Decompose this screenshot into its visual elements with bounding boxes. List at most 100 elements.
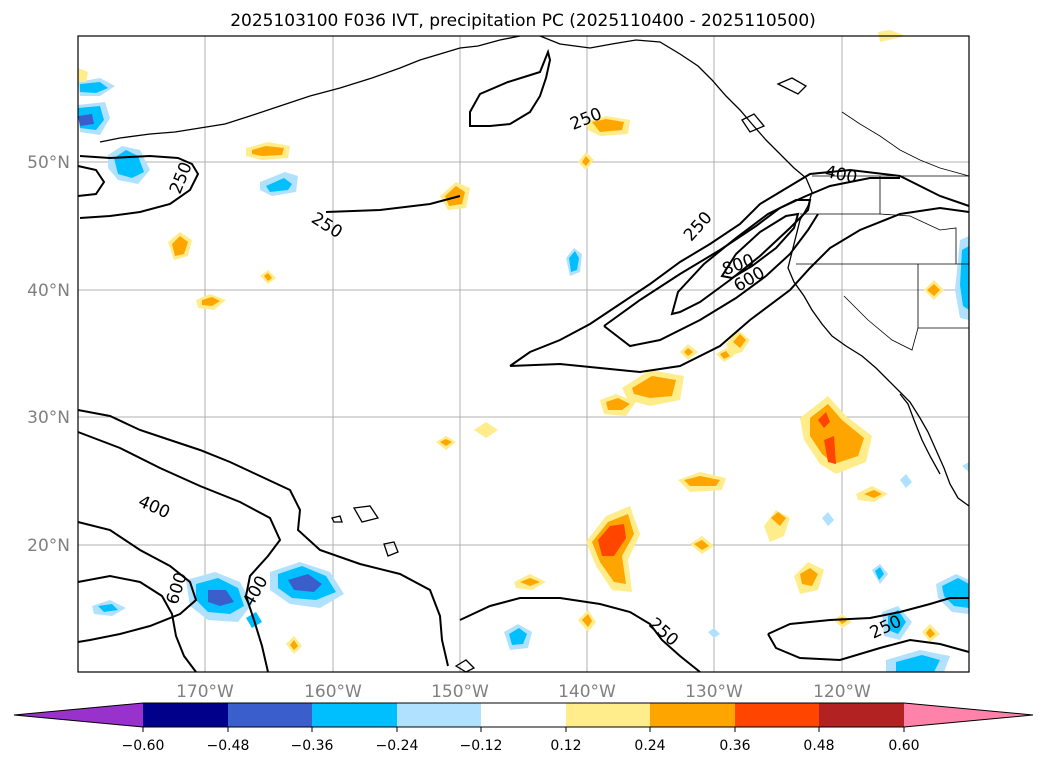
pos-anomaly [172,236,188,256]
colorbar-segment [397,703,481,727]
ivt-contour-250 [509,206,970,374]
pos-anomaly [694,540,709,550]
ivt-contour-400 [77,165,106,197]
neg-anomaly [266,178,292,192]
aleutian-coast [99,35,521,143]
alaska-island [741,113,766,133]
ivt-contour-250 [767,633,970,662]
precip-shading [78,30,969,672]
colorbar-ticks: −0.60 −0.48 −0.36 −0.24 −0.12 0.12 0.24 … [122,727,920,754]
colorbar-tick-label: −0.36 [291,738,334,754]
colorbar-tick-label: −0.60 [122,738,165,754]
neg-anomaly [962,462,969,472]
pos-anomaly [520,578,540,586]
pos-anomaly [818,412,830,428]
pos-anomaly [598,524,626,556]
colorbar-segment [143,703,228,727]
colorbar-segment [312,703,397,727]
colorbar-tick-label: −0.12 [460,738,503,754]
pos-anomaly [800,568,818,586]
pos-anomaly [606,398,630,410]
lat-tick-label: 40°N [27,281,70,301]
pos-anomaly [684,476,720,486]
pos-anomaly [927,284,940,296]
ivt-contour-800 [720,212,800,280]
map-panel [78,36,969,672]
hawaii-island [383,541,399,557]
lon-tick-label: 150°W [431,682,489,702]
pos-anomaly [592,119,624,132]
neg-anomaly [960,246,969,310]
ivt-contour-400 [603,213,819,348]
ivt-contour-250 [77,409,449,667]
neg-anomaly [708,628,720,638]
colorbar-tick-label: 0.60 [888,738,919,754]
canada-province-border [841,111,970,177]
neg-anomaly [98,604,118,612]
lat-tick-label: 30°N [27,408,70,428]
lon-tick-label: 170°W [176,682,234,702]
colorbar-segment [228,703,312,727]
pos-anomaly [733,334,746,348]
ivt-contour-250 [459,597,701,673]
colorbar-tick-label: 0.48 [803,738,834,754]
ivt-contour-400 [603,177,900,327]
colorbar-extend-low [14,703,143,727]
colorbar-extend-high [904,703,1033,727]
pos-anomaly [582,614,592,627]
pos-anomaly [78,68,88,82]
lat-tick-label: 20°N [27,536,70,556]
pos-anomaly [202,297,220,306]
pos-anomaly [926,628,935,638]
pos-anomaly [720,351,730,359]
ivt-contours [77,48,970,673]
pos-anomaly [445,186,465,206]
ivt-contour-250 [79,154,200,219]
colorbar-tick-label: 0.36 [719,738,750,754]
neg-anomaly [896,655,940,672]
lat-tick-label: 50°N [27,153,70,173]
pos-anomaly [864,490,882,498]
colorbar-segment [481,703,566,727]
colorbar-tick-label: −0.24 [376,738,419,754]
colorbar-tick-label: −0.48 [207,738,250,754]
neg-anomaly [900,474,912,488]
map-frame [77,35,970,673]
lon-tick-label: 120°W [813,682,871,702]
colorbar-segment [819,703,904,727]
coastlines [99,35,970,673]
lon-tick-label: 140°W [558,682,616,702]
pos-anomaly [252,146,284,156]
pos-anomaly [290,640,298,650]
longitude-labels: 170°W 160°W 150°W 140°W 130°W 120°W [176,682,871,702]
ivt-contour-600 [77,521,198,643]
neg-anomaly [822,512,834,526]
hawaii-island [331,515,343,523]
colorbar-segment [566,703,650,727]
pos-anomaly [440,439,452,446]
state-border [879,213,957,264]
pos-anomaly [771,512,786,526]
lon-tick-label: 130°W [685,682,743,702]
colorbar-segment [735,703,819,727]
pos-anomaly [474,422,498,438]
political-borders [796,111,970,351]
ivt-contour-250 [509,168,970,367]
west-coast [539,35,970,507]
pos-anomaly [632,376,676,398]
neg-anomaly [509,628,527,645]
graticule [78,36,969,672]
colorbar-tick-label: 0.24 [634,738,665,754]
ivt-contour-400 [77,431,282,673]
colorbar-tick-label: 0.12 [550,738,581,754]
colorbar: −0.60 −0.48 −0.36 −0.24 −0.12 0.12 0.24 … [13,702,1034,754]
pos-anomaly [582,156,590,166]
neg-anomaly [569,251,579,272]
island [454,659,476,673]
pos-anomaly [684,348,693,356]
pos-anomaly [264,273,272,281]
neg-anomaly [80,82,108,93]
colorbar-segment [650,703,735,727]
map-content: 250 250 250 250 400 800 600 400 600 400 … [77,30,970,673]
neg-anomaly [888,610,906,634]
